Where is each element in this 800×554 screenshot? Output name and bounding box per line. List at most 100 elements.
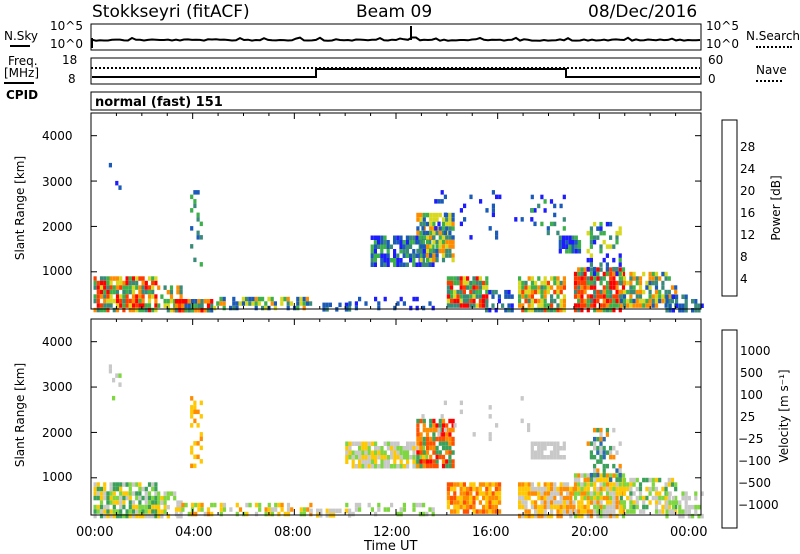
power-cell [402,301,406,306]
velocity-cell [596,477,600,483]
velocity-cell [559,446,563,451]
power-cell [533,221,537,227]
velocity-cell [494,509,498,514]
velocity-cell [543,509,547,514]
power-cell [446,280,450,286]
power-cell [154,307,158,313]
velocity-cell [122,495,126,501]
velocity-cell [629,504,633,510]
power-cell [112,285,116,290]
velocity-cell [622,477,627,483]
velocity-cell [569,486,573,492]
power-cell [450,289,454,295]
velocity-cell [450,495,454,501]
power-cell [103,298,107,304]
velocity-cell [199,459,203,464]
velocity-cell [622,486,627,492]
power-cell [147,276,152,281]
power-cell [441,217,446,222]
power-cell [530,307,534,313]
power-cell [645,303,649,308]
power-cell [573,303,578,308]
power-cell [602,257,606,263]
velocity-cell [383,459,387,464]
power-cell [106,307,110,313]
power-cell [593,271,597,276]
velocity-cell [119,495,123,501]
velocity-cell [549,441,554,446]
power-cell [635,303,639,308]
power-cell [602,271,606,277]
power-cell [396,235,400,240]
power-cell [612,280,616,286]
power-cell [396,240,400,245]
velocity-cell [435,463,439,469]
power-cell [674,285,678,290]
velocity-cell [629,477,633,483]
power-cell [583,303,587,308]
velocity-cell [196,409,200,415]
velocity-cell [635,500,639,505]
velocity-cell [572,500,576,505]
velocity-cell [678,504,682,510]
velocity-cell [422,446,426,451]
colorbar-frame [721,329,738,529]
power-cell [151,289,155,295]
power-cell [510,303,514,308]
power-cell [431,262,435,267]
velocity-cell [605,477,610,483]
velocity-cell [609,477,613,482]
velocity-cell [596,450,600,455]
power-cell [475,276,479,281]
velocity-cell [599,459,603,464]
power-cell [635,294,639,299]
velocity-cell [553,446,557,451]
velocity-cell [196,454,200,460]
velocity-cell [681,495,685,501]
velocity-cell [485,504,489,510]
power-cell [459,294,463,299]
freq-label: Freq. [8,54,38,68]
power-cell [664,271,668,277]
power-cell [428,262,432,267]
power-cell [119,285,123,290]
velocity-cell [518,495,522,501]
velocity-cell [482,491,486,496]
velocity-cell [556,500,560,505]
velocity-cell [351,459,355,464]
velocity-cell [459,500,463,505]
velocity-cell [602,472,606,478]
power-cell [629,271,633,277]
power-cell [432,226,436,231]
nsky-series-line [91,36,701,42]
power-cell [507,307,511,313]
velocity-cell [93,509,97,514]
velocity-cell [583,509,587,514]
power-cell [478,298,482,304]
velocity-cell [409,441,413,446]
velocity-cell [602,509,606,514]
velocity-cell [518,482,522,487]
velocity-cell [419,459,423,464]
velocity-cell [580,500,584,505]
power-cell [665,299,669,304]
power-cell [419,248,423,254]
velocity-cell [566,509,570,514]
power-cell [125,289,129,295]
power-cell [605,244,609,249]
velocity-cell [99,504,104,510]
power-cell [543,285,547,290]
power-cell [386,240,390,245]
velocity-cell [665,513,669,519]
velocity-cell [537,504,541,510]
power-cell [586,307,590,313]
power-cell [141,280,145,286]
velocity-cell [438,454,442,460]
velocity-cell [416,459,420,464]
velocity-cell [518,500,522,505]
velocity-cell [521,482,525,487]
power-cell [396,262,400,267]
power-cell [377,244,381,249]
power-cell [187,299,191,304]
velocity-cell [147,504,152,510]
